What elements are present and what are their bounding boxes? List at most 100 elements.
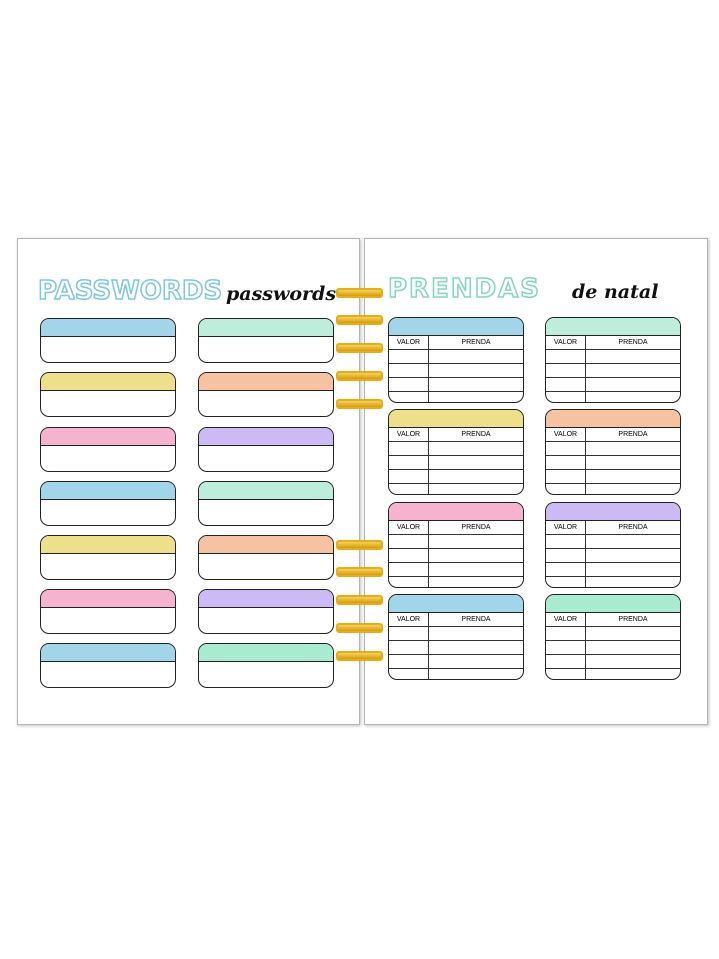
- prenda-cell[interactable]: [429, 456, 523, 469]
- valor-cell[interactable]: [389, 484, 429, 494]
- prenda-cell[interactable]: [429, 655, 523, 668]
- gift-table-row[interactable]: [389, 577, 523, 587]
- prenda-cell[interactable]: [429, 641, 523, 654]
- prenda-cell[interactable]: [586, 641, 680, 654]
- prenda-cell[interactable]: [586, 655, 680, 668]
- prenda-cell[interactable]: [586, 669, 680, 679]
- password-box[interactable]: [40, 318, 176, 363]
- prenda-cell[interactable]: [429, 535, 523, 548]
- valor-cell[interactable]: [389, 364, 429, 377]
- valor-cell[interactable]: [546, 641, 586, 654]
- gift-table-row[interactable]: [389, 470, 523, 484]
- gift-table-row[interactable]: [546, 577, 680, 587]
- valor-cell[interactable]: [389, 577, 429, 587]
- prenda-cell[interactable]: [429, 669, 523, 679]
- prenda-cell[interactable]: [429, 378, 523, 391]
- prenda-cell[interactable]: [586, 535, 680, 548]
- valor-cell[interactable]: [389, 627, 429, 640]
- valor-cell[interactable]: [546, 549, 586, 562]
- valor-cell[interactable]: [389, 549, 429, 562]
- prenda-cell[interactable]: [586, 563, 680, 576]
- prenda-cell[interactable]: [429, 392, 523, 402]
- prenda-cell[interactable]: [429, 549, 523, 562]
- valor-cell[interactable]: [546, 484, 586, 494]
- valor-cell[interactable]: [546, 563, 586, 576]
- gift-table-row[interactable]: [546, 669, 680, 679]
- valor-cell[interactable]: [546, 378, 586, 391]
- prenda-cell[interactable]: [586, 577, 680, 587]
- password-box[interactable]: [198, 481, 334, 526]
- prenda-cell[interactable]: [586, 392, 680, 402]
- password-box[interactable]: [198, 643, 334, 688]
- password-box[interactable]: [40, 372, 176, 417]
- gift-table-row[interactable]: [546, 392, 680, 402]
- gift-table-row[interactable]: [546, 641, 680, 655]
- valor-cell[interactable]: [546, 627, 586, 640]
- prenda-cell[interactable]: [429, 442, 523, 455]
- gift-table-row[interactable]: [389, 392, 523, 402]
- gift-table-row[interactable]: [389, 456, 523, 470]
- password-box[interactable]: [198, 589, 334, 634]
- password-box[interactable]: [40, 535, 176, 580]
- gift-table-row[interactable]: [389, 350, 523, 364]
- prenda-cell[interactable]: [586, 364, 680, 377]
- gift-table-row[interactable]: [389, 563, 523, 577]
- gift-table-row[interactable]: [389, 442, 523, 456]
- valor-cell[interactable]: [546, 442, 586, 455]
- valor-cell[interactable]: [546, 392, 586, 402]
- gift-table-row[interactable]: [546, 627, 680, 641]
- password-box[interactable]: [198, 535, 334, 580]
- gift-table-row[interactable]: [546, 456, 680, 470]
- gift-table-row[interactable]: [389, 627, 523, 641]
- gift-table-row[interactable]: [389, 535, 523, 549]
- password-box[interactable]: [40, 589, 176, 634]
- prenda-cell[interactable]: [429, 364, 523, 377]
- gift-table-row[interactable]: [546, 484, 680, 494]
- valor-cell[interactable]: [389, 563, 429, 576]
- valor-cell[interactable]: [389, 442, 429, 455]
- valor-cell[interactable]: [546, 577, 586, 587]
- gift-table-row[interactable]: [389, 669, 523, 679]
- password-box[interactable]: [198, 427, 334, 472]
- prenda-cell[interactable]: [429, 563, 523, 576]
- gift-table-row[interactable]: [546, 535, 680, 549]
- valor-cell[interactable]: [546, 669, 586, 679]
- prenda-cell[interactable]: [586, 350, 680, 363]
- prenda-cell[interactable]: [586, 549, 680, 562]
- valor-cell[interactable]: [389, 641, 429, 654]
- valor-cell[interactable]: [546, 535, 586, 548]
- valor-cell[interactable]: [389, 392, 429, 402]
- prenda-cell[interactable]: [429, 577, 523, 587]
- gift-table-row[interactable]: [546, 378, 680, 392]
- gift-table-row[interactable]: [389, 378, 523, 392]
- gift-table-row[interactable]: [546, 350, 680, 364]
- valor-cell[interactable]: [546, 456, 586, 469]
- password-box[interactable]: [40, 481, 176, 526]
- valor-cell[interactable]: [546, 655, 586, 668]
- prenda-cell[interactable]: [429, 484, 523, 494]
- gift-table-row[interactable]: [546, 364, 680, 378]
- password-box[interactable]: [198, 318, 334, 363]
- prenda-cell[interactable]: [586, 484, 680, 494]
- prenda-cell[interactable]: [586, 456, 680, 469]
- valor-cell[interactable]: [389, 378, 429, 391]
- gift-table-row[interactable]: [389, 484, 523, 494]
- prenda-cell[interactable]: [429, 350, 523, 363]
- prenda-cell[interactable]: [586, 378, 680, 391]
- gift-table-row[interactable]: [389, 364, 523, 378]
- gift-table-row[interactable]: [546, 563, 680, 577]
- valor-cell[interactable]: [389, 655, 429, 668]
- valor-cell[interactable]: [546, 364, 586, 377]
- prenda-cell[interactable]: [586, 627, 680, 640]
- prenda-cell[interactable]: [429, 627, 523, 640]
- prenda-cell[interactable]: [586, 470, 680, 483]
- prenda-cell[interactable]: [429, 470, 523, 483]
- password-box[interactable]: [40, 427, 176, 472]
- valor-cell[interactable]: [389, 456, 429, 469]
- valor-cell[interactable]: [389, 470, 429, 483]
- gift-table-row[interactable]: [546, 655, 680, 669]
- valor-cell[interactable]: [389, 535, 429, 548]
- valor-cell[interactable]: [389, 669, 429, 679]
- gift-table-row[interactable]: [389, 641, 523, 655]
- gift-table-row[interactable]: [389, 655, 523, 669]
